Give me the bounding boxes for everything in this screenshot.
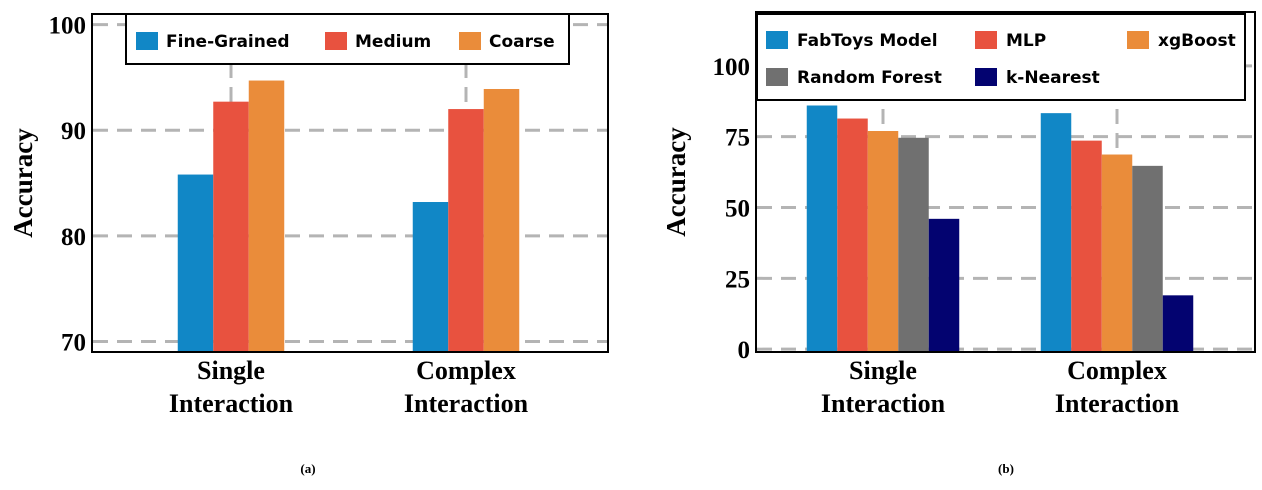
y-tick-labels-b: 0 25 50 75 100: [713, 54, 751, 364]
bar-coarse: [248, 80, 285, 352]
legend-box: [756, 13, 1246, 101]
plot-frame-b: [755, 11, 1256, 353]
y-tick-label: 75: [725, 125, 750, 152]
caption-b: (b): [998, 461, 1014, 476]
legend-swatch-xgboost: [1127, 31, 1149, 49]
bar-coarse: [483, 88, 520, 353]
bar-xgboost: [867, 131, 899, 352]
bar-random-forest: [898, 137, 929, 352]
bar-fine-grained: [177, 174, 214, 352]
bar-fine-grained: [412, 202, 449, 352]
legend-label-fine-grained: Fine-Grained: [166, 32, 290, 52]
category-label: Single Interaction: [821, 356, 946, 418]
bar-xgboost: [1101, 154, 1133, 352]
y-tick-label: 50: [725, 196, 750, 223]
grid-lines-a: [93, 15, 607, 351]
legend-swatch-medium: [325, 32, 347, 50]
chart-a: 70 80 90 100 Single Interaction Complex Intera…: [8, 13, 609, 476]
bars-a: [177, 80, 520, 353]
y-tick-label: 70: [61, 329, 86, 356]
bar-k-nearest: [928, 218, 960, 352]
category-label: Single Interaction: [169, 356, 294, 418]
legend-box: [125, 13, 570, 65]
y-tick-label: 0: [738, 337, 751, 364]
y-tick-labels-a: 70 80 90 100: [49, 13, 87, 357]
legend-label-fabtoys-model: FabToys Model: [797, 31, 938, 51]
caption-a: (a): [300, 461, 315, 476]
category-labels-a: Single Interaction Complex Interaction: [169, 356, 529, 418]
bar-medium: [213, 101, 249, 352]
bar-fabtoys-model: [1040, 113, 1072, 353]
chart-b: 0 25 50 75 100 Single Interaction Complex Inter…: [661, 11, 1256, 476]
legend-label-random-forest: Random Forest: [797, 68, 942, 88]
legend-swatch-fabtoys-model: [766, 31, 788, 49]
category-label: Complex Interaction: [404, 356, 529, 418]
y-tick-label: 100: [713, 54, 751, 81]
bar-fabtoys-model: [806, 105, 838, 352]
y-axis-label-a: Accuracy: [8, 128, 38, 238]
legend-label-k-nearest: k-Nearest: [1006, 68, 1100, 88]
y-tick-label: 100: [49, 13, 87, 40]
legend-swatch-coarse: [459, 32, 481, 50]
y-tick-label: 80: [61, 224, 86, 251]
category-labels-b: Single Interaction Complex Interaction: [821, 356, 1180, 418]
legend-label-medium: Medium: [355, 32, 431, 52]
legend-swatch-fine-grained: [136, 32, 158, 50]
legend-swatch-k-nearest: [975, 68, 997, 86]
y-tick-label: 25: [725, 266, 750, 293]
bar-mlp: [837, 118, 868, 353]
y-axis-label-b: Accuracy: [661, 127, 691, 237]
bar-random-forest: [1132, 165, 1163, 352]
bars-b: [806, 105, 1194, 353]
bar-medium: [448, 109, 484, 352]
legend-swatch-mlp: [975, 31, 997, 49]
y-tick-label: 90: [61, 118, 86, 145]
legend-a: Fine-Grained Medium Coarse: [125, 13, 570, 65]
category-label: Complex Interaction: [1055, 356, 1180, 418]
legend-label-mlp: MLP: [1006, 31, 1046, 51]
legend-label-xgboost: xgBoost: [1158, 31, 1236, 51]
legend-swatch-random-forest: [766, 68, 788, 86]
bar-k-nearest: [1162, 295, 1194, 352]
legend-b: FabToys Model MLP xgBoost Random Forest k-Ne…: [756, 13, 1246, 101]
legend-label-coarse: Coarse: [489, 32, 555, 52]
bar-mlp: [1071, 140, 1102, 352]
